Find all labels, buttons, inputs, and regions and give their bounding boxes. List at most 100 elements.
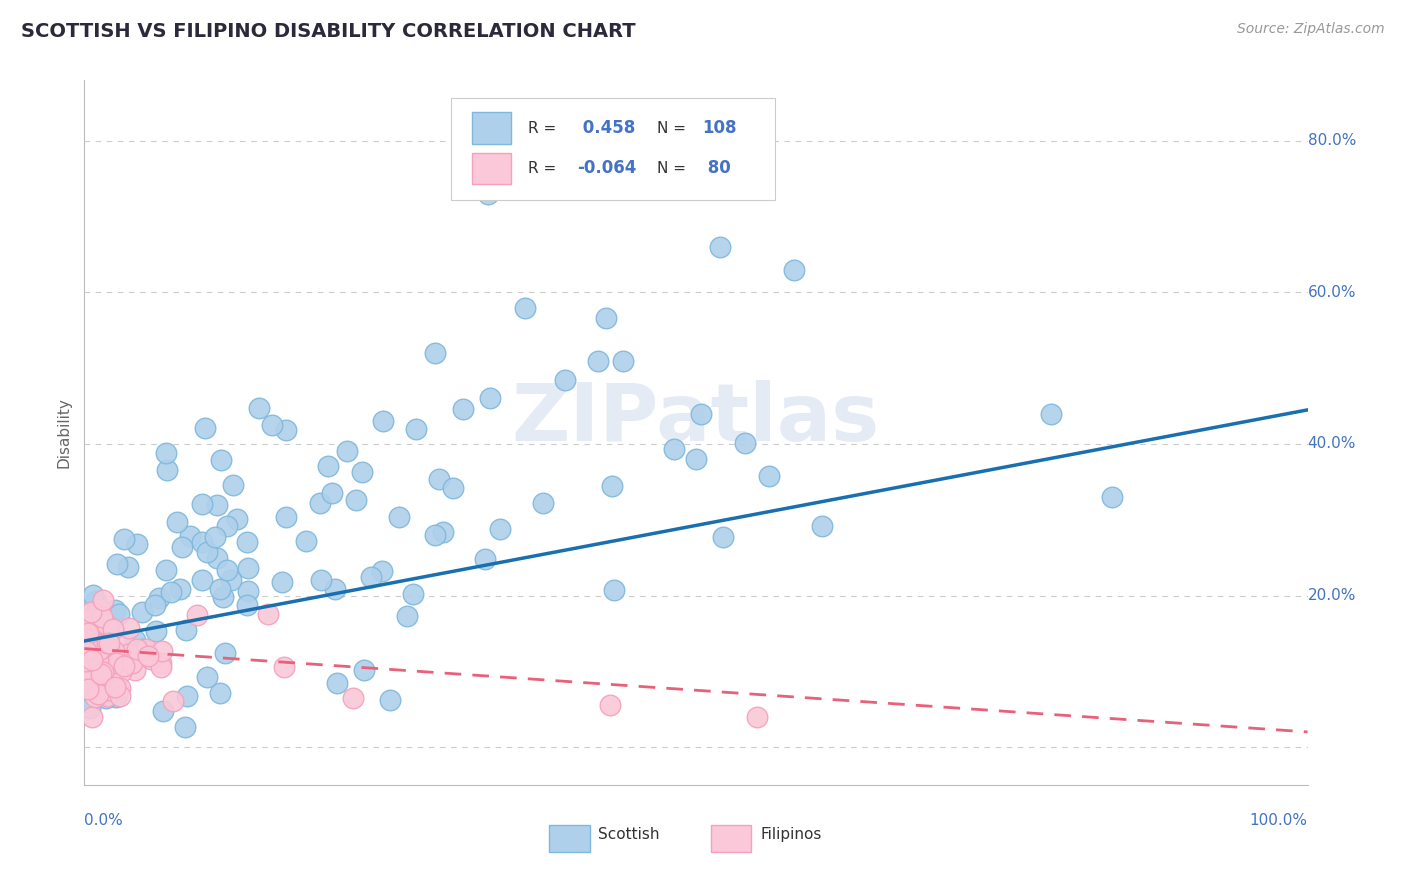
- Point: [214, 646, 236, 660]
- Point: [276, 423, 298, 437]
- Point: [441, 481, 464, 495]
- Point: [121, 656, 143, 670]
- Point: [131, 605, 153, 619]
- Point: [405, 422, 427, 436]
- Point: [107, 682, 129, 697]
- Point: [425, 346, 447, 360]
- Point: [360, 569, 382, 583]
- Point: [90, 667, 112, 681]
- Point: [352, 465, 374, 479]
- Point: [195, 545, 218, 559]
- Point: [89, 605, 111, 619]
- Point: [86, 593, 108, 607]
- Point: [108, 607, 131, 621]
- Point: [711, 530, 734, 544]
- FancyBboxPatch shape: [472, 153, 512, 185]
- Point: [104, 690, 127, 704]
- Point: [155, 564, 177, 578]
- Point: [811, 519, 834, 533]
- Point: [309, 573, 332, 587]
- FancyBboxPatch shape: [550, 825, 589, 852]
- Point: [80, 605, 103, 619]
- Point: [689, 407, 711, 421]
- Point: [91, 609, 114, 624]
- Point: [432, 524, 454, 539]
- Point: [75, 632, 97, 647]
- Point: [87, 671, 110, 685]
- Point: [326, 676, 349, 690]
- FancyBboxPatch shape: [472, 112, 512, 144]
- Point: [91, 593, 114, 607]
- Point: [205, 498, 228, 512]
- Point: [76, 681, 98, 696]
- Point: [257, 607, 280, 622]
- Point: [104, 603, 127, 617]
- Point: [84, 673, 107, 688]
- Point: [402, 587, 425, 601]
- Point: [159, 584, 181, 599]
- Point: [316, 458, 339, 473]
- Point: [94, 616, 117, 631]
- Point: [222, 477, 245, 491]
- Point: [97, 620, 120, 634]
- Point: [91, 665, 114, 680]
- Point: [212, 590, 235, 604]
- Point: [427, 472, 450, 486]
- Point: [75, 632, 97, 647]
- Point: [108, 689, 131, 703]
- Text: R =: R =: [529, 161, 557, 176]
- Point: [195, 669, 218, 683]
- Point: [205, 551, 228, 566]
- Point: [176, 690, 198, 704]
- Text: Filipinos: Filipinos: [761, 827, 823, 842]
- Point: [208, 686, 231, 700]
- Point: [1039, 407, 1062, 421]
- Point: [124, 663, 146, 677]
- Point: [734, 436, 756, 450]
- Point: [173, 720, 195, 734]
- Point: [127, 642, 149, 657]
- Point: [586, 353, 609, 368]
- Point: [169, 582, 191, 596]
- Point: [685, 452, 707, 467]
- Point: [135, 641, 157, 656]
- Text: N =: N =: [657, 120, 686, 136]
- Point: [274, 509, 297, 524]
- Point: [371, 564, 394, 578]
- Point: [236, 535, 259, 549]
- Point: [141, 652, 163, 666]
- Point: [395, 609, 418, 624]
- Point: [513, 301, 536, 315]
- Point: [93, 674, 115, 689]
- Point: [162, 694, 184, 708]
- Point: [101, 623, 124, 637]
- Point: [783, 262, 806, 277]
- Point: [145, 598, 167, 612]
- Point: [602, 479, 624, 493]
- Point: [136, 649, 159, 664]
- Point: [378, 693, 401, 707]
- Point: [531, 496, 554, 510]
- Point: [80, 710, 103, 724]
- Point: [77, 674, 100, 689]
- Text: R =: R =: [529, 120, 557, 136]
- Point: [295, 533, 318, 548]
- Point: [346, 493, 368, 508]
- Text: 80: 80: [702, 160, 731, 178]
- Text: SCOTTISH VS FILIPINO DISABILITY CORRELATION CHART: SCOTTISH VS FILIPINO DISABILITY CORRELAT…: [21, 22, 636, 41]
- Text: 60.0%: 60.0%: [1308, 285, 1355, 300]
- Point: [488, 522, 510, 536]
- Point: [236, 598, 259, 612]
- Point: [209, 582, 232, 596]
- Text: N =: N =: [657, 161, 686, 176]
- Point: [89, 602, 111, 616]
- Point: [112, 532, 135, 546]
- Point: [89, 649, 111, 664]
- Point: [87, 687, 110, 701]
- Point: [84, 690, 107, 704]
- Point: [127, 536, 149, 550]
- Point: [105, 558, 128, 572]
- Point: [96, 689, 118, 703]
- Point: [219, 574, 242, 588]
- Point: [149, 656, 172, 670]
